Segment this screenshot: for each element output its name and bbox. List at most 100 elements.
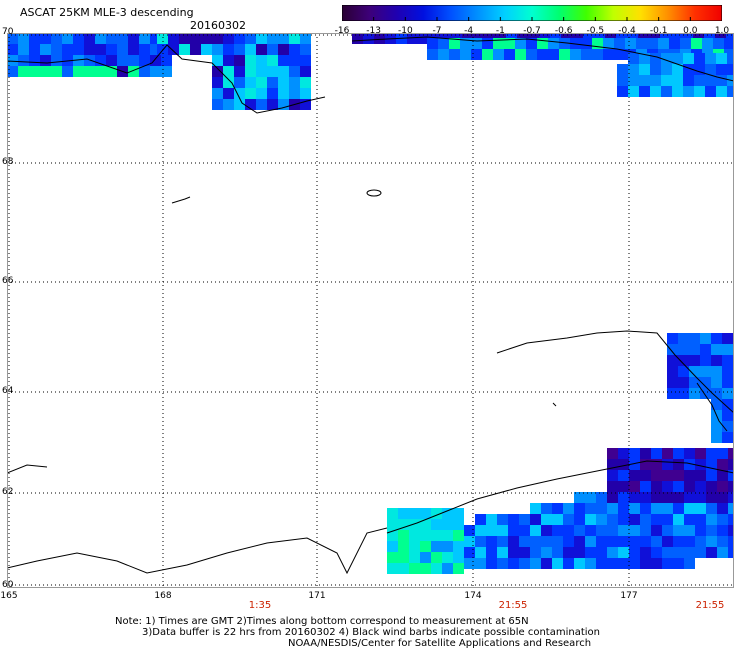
coastline (7, 527, 388, 575)
swath-cell (62, 44, 73, 55)
swath-cell (40, 33, 51, 44)
swath-cell (662, 558, 673, 569)
swath-cell (519, 547, 530, 558)
swath-cell (585, 492, 596, 503)
swath-cell (552, 558, 563, 569)
swath-cell (662, 470, 673, 481)
swath-cell (559, 49, 570, 60)
colorbar-tick-label: -1 (495, 26, 505, 36)
swath-cell (537, 49, 548, 60)
swath-cell (640, 492, 651, 503)
swath-cell (724, 38, 734, 49)
swath-cell (289, 77, 300, 88)
swath-cell (508, 525, 519, 536)
swath-cell (475, 514, 486, 525)
swath-cell (705, 86, 716, 97)
swath-cell (684, 536, 695, 547)
swath-cell (289, 66, 300, 77)
swath-cell (563, 547, 574, 558)
swath-cell (453, 552, 464, 563)
map-canvas (7, 33, 734, 588)
swath-cell (519, 525, 530, 536)
swath-cell (639, 86, 650, 97)
swath-cell (705, 53, 716, 64)
swath-cell (672, 64, 683, 75)
swath-cell (722, 355, 733, 366)
swath-cell (179, 33, 190, 44)
swath-cell (530, 558, 541, 569)
swath-cell (683, 86, 694, 97)
swath-cell (651, 536, 662, 547)
swath-cell (694, 53, 705, 64)
swath-cell (716, 64, 727, 75)
colorbar-tick-label: -0.4 (618, 26, 636, 36)
swath-cell (464, 558, 475, 569)
swath-cell (387, 541, 398, 552)
swath-cell (706, 514, 717, 525)
swath-cell (570, 38, 581, 49)
swath-cell (106, 44, 117, 55)
swath-cell (387, 519, 398, 530)
swath-cell (7, 44, 18, 55)
swath-cell (662, 481, 673, 492)
time-label-3: 21:55 (695, 600, 725, 611)
swath-cell (603, 38, 614, 49)
swath-cell (278, 77, 289, 88)
swath-cell (669, 38, 680, 49)
swath-cell (722, 432, 733, 443)
swath-cell (300, 88, 311, 99)
swath-cell (471, 49, 482, 60)
swath-cell (596, 547, 607, 558)
product-title: ASCAT 25KM MLE-3 descending (20, 6, 194, 19)
swath-cell (640, 536, 651, 547)
swath-cell (300, 77, 311, 88)
swath-cell (689, 366, 700, 377)
swath-cell (73, 44, 84, 55)
swath-cell (673, 481, 684, 492)
swath-cell (223, 77, 234, 88)
swath-cell (651, 492, 662, 503)
swath-cell (530, 525, 541, 536)
colorbar-tick-label: -16 (334, 26, 350, 36)
swath-cell (585, 503, 596, 514)
swath-cell (212, 66, 223, 77)
swath-cell (398, 552, 409, 563)
island (366, 189, 382, 197)
swath-cell (18, 33, 29, 44)
swath-cell (684, 481, 695, 492)
swath-cell (673, 470, 684, 481)
swath-cell (711, 366, 722, 377)
swath-cell (398, 541, 409, 552)
swath-cell (245, 88, 256, 99)
swath-cell (442, 519, 453, 530)
swath-cell (651, 459, 662, 470)
swath-cell (683, 64, 694, 75)
swath-cell (223, 55, 234, 66)
swath-cell (640, 503, 651, 514)
swath-cell (673, 503, 684, 514)
swath-cell (234, 66, 245, 77)
swath-cell (639, 53, 650, 64)
swath-cell (695, 503, 706, 514)
swath-cell (464, 525, 475, 536)
swath-cell (552, 547, 563, 558)
lon-label-177: 177 (620, 591, 638, 601)
swath-cell (625, 38, 636, 49)
swath-cell (702, 38, 713, 49)
note-line-3: NOAA/NESDIS/Center for Satellite Applica… (288, 638, 592, 649)
swath-cell (673, 448, 684, 459)
swath-cell (18, 66, 29, 77)
swath-cell (618, 470, 629, 481)
swath-cell (678, 366, 689, 377)
swath-cell (128, 55, 139, 66)
swath-cell (689, 388, 700, 399)
swath-cell (464, 536, 475, 547)
swath-cell (552, 503, 563, 514)
swath-cell (629, 503, 640, 514)
swath-cell (29, 33, 40, 44)
swath-cell (722, 377, 733, 388)
swath-cell (717, 503, 728, 514)
map-frame (7, 33, 734, 588)
swath-cell (559, 38, 570, 49)
swath-cell (728, 547, 734, 558)
